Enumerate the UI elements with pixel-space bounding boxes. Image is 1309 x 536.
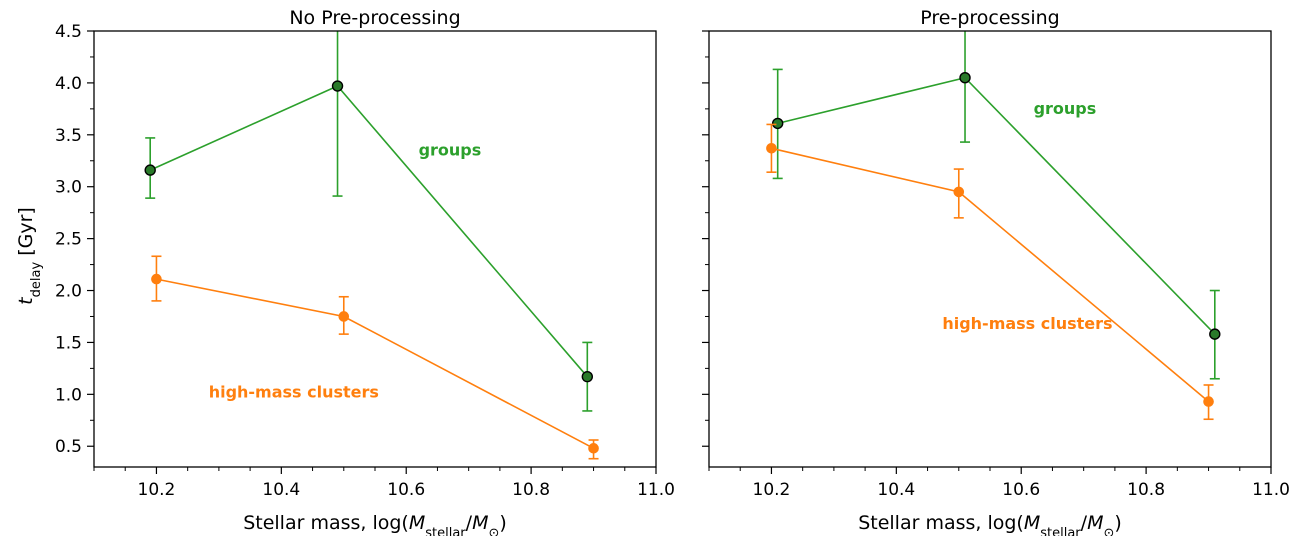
panel-no-preprocessing: No Pre-processing Stellar mass, log(Mste…	[15, 7, 675, 536]
data-point	[151, 273, 162, 285]
series-annotation: high-mass clusters	[209, 382, 379, 401]
data-point	[771, 117, 784, 130]
plot-area-right: 10.2 10.4 10.6 10.8 11.0 groups high-mass clus…	[702, 30, 1290, 500]
series-annotation: high-mass clusters	[942, 314, 1112, 333]
y-tick-label: 1.5	[55, 333, 82, 353]
x-axis-label-left: Stellar mass, log(Mstellar/M⊙)	[243, 512, 507, 536]
data-point	[953, 186, 965, 198]
panel-preprocessing: Pre-processing Stellar mass, log(Mstella…	[702, 7, 1290, 536]
x-tick-label: 10.4	[877, 480, 915, 500]
series-line-high-mass-clusters	[156, 278, 594, 450]
data-point	[766, 143, 777, 154]
data-point	[338, 311, 350, 322]
panel-title-preprocessing: Pre-processing	[920, 7, 1059, 29]
y-tick-label: 1.0	[55, 385, 82, 405]
x-tick-label: 10.6	[387, 480, 425, 500]
y-tick-label: 0.5	[55, 437, 82, 457]
plot-frame	[93, 30, 657, 468]
series-annotation: groups	[1034, 99, 1097, 118]
y-tick-label: 2.5	[55, 230, 82, 250]
y-tick-label: 3.0	[55, 178, 82, 198]
series-group	[144, 31, 599, 460]
plot-area-left: 10.2 10.4 10.6 10.8 11.0 0.5 1.0 1.5 2.0 2.5 3.0 3.…	[55, 22, 675, 500]
data-point	[144, 164, 156, 176]
x-tick-label: 10.2	[138, 480, 176, 500]
x-tick-label: 10.2	[753, 480, 791, 500]
x-tick-label: 11.0	[1252, 480, 1290, 500]
data-point	[331, 80, 344, 92]
x-tick-label: 10.8	[512, 480, 550, 500]
plot-frame	[708, 30, 1272, 468]
x-tick-label: 10.4	[262, 480, 300, 500]
y-tick-label: 2.0	[55, 282, 82, 302]
panel-title-no-preprocessing: No Pre-processing	[289, 7, 460, 29]
data-point	[1203, 396, 1214, 407]
data-point	[581, 370, 594, 383]
x-axis-label-right: Stellar mass, log(Mstellar/M⊙)	[858, 512, 1122, 536]
data-point	[588, 443, 599, 454]
x-tick-label: 10.8	[1127, 480, 1165, 500]
series-line-groups	[777, 76, 1216, 335]
x-tick-label: 10.6	[1002, 480, 1040, 500]
y-tick-label: 4.5	[55, 22, 82, 42]
y-tick-label: 3.5	[55, 126, 82, 146]
data-point	[1209, 328, 1221, 340]
series-group	[766, 31, 1221, 421]
x-tick-label: 11.0	[637, 480, 675, 500]
series-annotation: groups	[419, 141, 482, 160]
data-point	[959, 72, 971, 84]
y-axis-label: tdelay [Gyr]	[15, 207, 44, 305]
series-line-groups	[149, 85, 588, 378]
series-line-high-mass-clusters	[771, 147, 1210, 403]
y-tick-label: 4.0	[55, 74, 82, 94]
